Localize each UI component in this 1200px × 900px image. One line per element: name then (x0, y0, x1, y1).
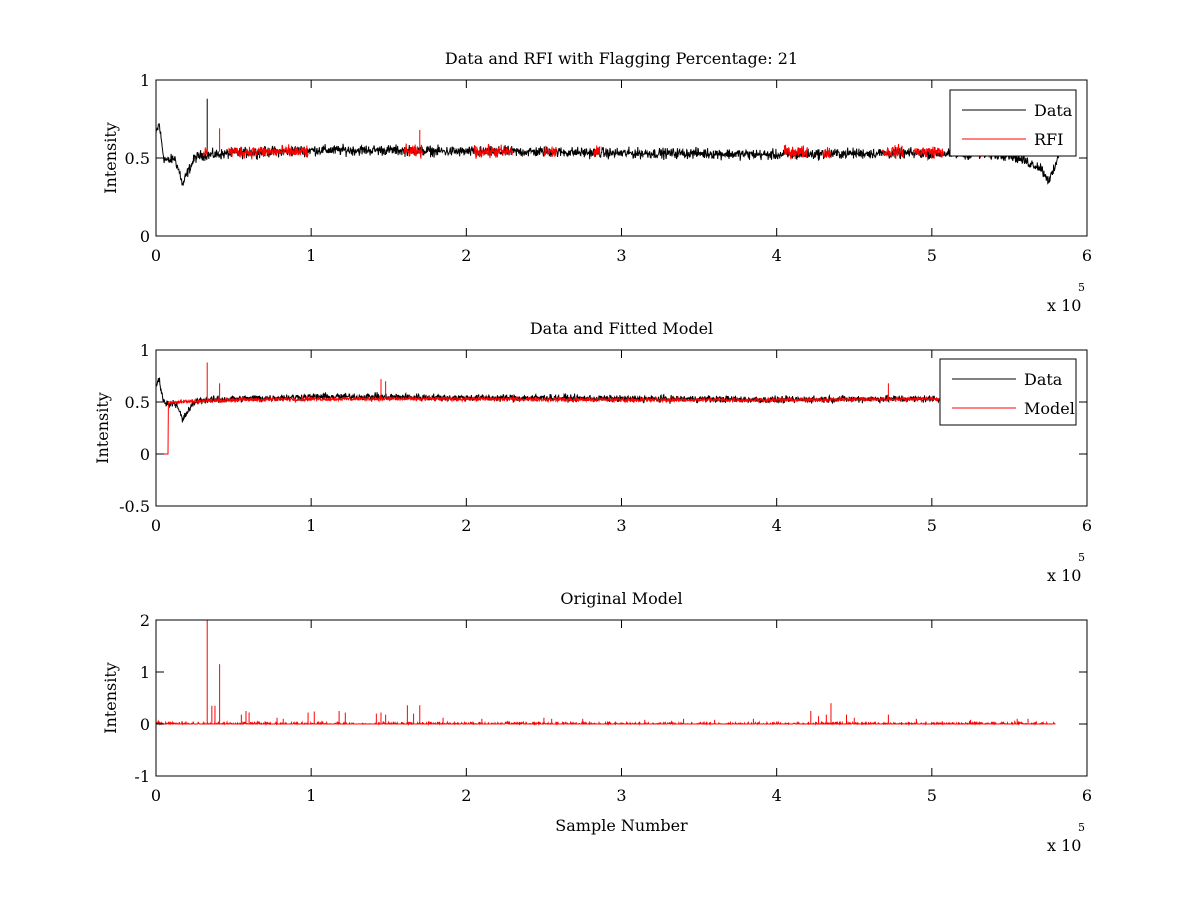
legend: Data Model (939, 358, 1077, 426)
x-tick-label: 4 (772, 246, 782, 265)
chart-title: Data and RFI with Flagging Percentage: 2… (445, 49, 798, 68)
y-tick-label: 0 (140, 445, 150, 464)
x-tick-label: 1 (306, 246, 316, 265)
legend: Data RFI (949, 89, 1077, 157)
x-tick-label: 4 (772, 786, 782, 805)
x-tick-label: 5 (927, 516, 937, 535)
x-tick-label: 0 (151, 246, 161, 265)
legend-label-data: Data (1034, 101, 1073, 120)
y-tick-label: -0.5 (119, 497, 150, 516)
y-tick-label: 0.5 (125, 149, 150, 168)
y-axis-label: Intensity (93, 392, 112, 464)
legend-label-data: Data (1024, 370, 1063, 389)
x-axis-multiplier-exponent: 5 (1078, 281, 1085, 294)
x-tick-label: 5 (927, 246, 937, 265)
plot-area (156, 80, 1087, 236)
legend-label-rfi: RFI (1034, 130, 1063, 149)
chart-title: Original Model (560, 589, 682, 608)
x-axis-multiplier: x 10 (1047, 836, 1081, 855)
y-axis-label: Intensity (101, 662, 120, 734)
plot-area (156, 350, 1087, 506)
plot-lines (156, 98, 1060, 186)
y-tick-label: 0 (140, 715, 150, 734)
chart-title: Data and Fitted Model (530, 319, 713, 338)
series-line-model (156, 394, 1010, 455)
x-axis-multiplier: x 10 (1047, 296, 1081, 315)
plot-area (156, 620, 1087, 776)
y-tick-label: 2 (140, 611, 150, 630)
x-axis-multiplier-exponent: 5 (1078, 551, 1085, 564)
series-line-rfi (202, 143, 1002, 160)
y-tick-label: 1 (140, 663, 150, 682)
legend-label-model: Model (1024, 399, 1075, 418)
y-tick-label: 1 (140, 341, 150, 360)
x-tick-label: 3 (616, 516, 626, 535)
x-tick-label: 4 (772, 516, 782, 535)
plot-lines (156, 362, 1060, 455)
y-tick-label: 1 (140, 71, 150, 90)
x-tick-label: 6 (1082, 246, 1092, 265)
x-tick-label: 6 (1082, 786, 1092, 805)
x-tick-label: 1 (306, 786, 316, 805)
x-tick-label: 2 (461, 786, 471, 805)
y-tick-label: 0 (140, 227, 150, 246)
subplot-1: 0 1 2 3 4 5 6 0 0.5 1 Data and RFI with Flagging P… (101, 49, 1092, 315)
x-tick-label: 6 (1082, 516, 1092, 535)
x-tick-label: 1 (306, 516, 316, 535)
x-axis-multiplier-exponent: 5 (1078, 821, 1085, 834)
legend-box (939, 358, 1077, 426)
x-tick-label: 0 (151, 786, 161, 805)
x-tick-label: 5 (927, 786, 937, 805)
y-tick-label: -1 (134, 767, 150, 786)
plot-lines (156, 620, 1056, 726)
legend-box (949, 89, 1077, 157)
x-tick-label: 0 (151, 516, 161, 535)
x-axis-multiplier: x 10 (1047, 566, 1081, 585)
x-tick-label: 2 (461, 246, 471, 265)
x-axis-label: Sample Number (555, 816, 688, 835)
series-line-model (156, 719, 1056, 726)
x-tick-label: 3 (616, 786, 626, 805)
y-axis-label: Intensity (101, 122, 120, 194)
x-tick-label: 3 (616, 246, 626, 265)
x-tick-label: 2 (461, 516, 471, 535)
y-tick-label: 0.5 (125, 393, 150, 412)
